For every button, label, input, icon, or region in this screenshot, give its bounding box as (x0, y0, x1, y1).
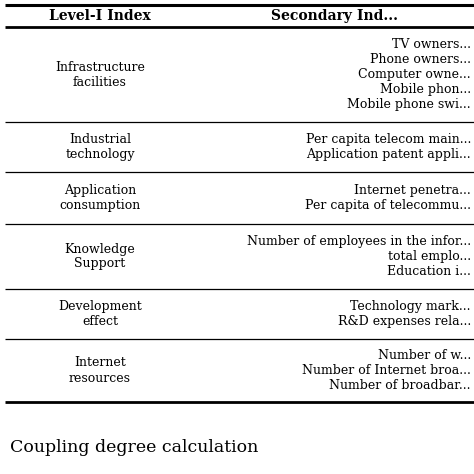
Text: Application
consumption: Application consumption (59, 184, 141, 212)
Text: Knowledge
Support: Knowledge Support (64, 243, 136, 271)
Text: Number of employees in the infor...
total emplo...
Education i...: Number of employees in the infor... tota… (247, 235, 471, 278)
Text: Development
effect: Development effect (58, 300, 142, 328)
Text: Number of w...
Number of Internet broa...
Number of broadbar...: Number of w... Number of Internet broa..… (302, 349, 471, 392)
Text: Per capita telecom main...
Application patent appli...: Per capita telecom main... Application p… (306, 133, 471, 161)
Text: Coupling degree calculation: Coupling degree calculation (10, 438, 258, 456)
Text: Internet
resources: Internet resources (69, 356, 131, 384)
Text: Internet penetra...
Per capita of telecommu...: Internet penetra... Per capita of teleco… (305, 184, 471, 212)
Text: TV owners...
Phone owners...
Computer owne...
Mobile phon...
Mobile phone swi...: TV owners... Phone owners... Computer ow… (347, 38, 471, 111)
Text: Technology mark...
R&D expenses rela...: Technology mark... R&D expenses rela... (338, 300, 471, 328)
Text: Level-I Index: Level-I Index (49, 9, 151, 23)
Text: Industrial
technology: Industrial technology (65, 133, 135, 161)
Text: Secondary Ind...: Secondary Ind... (271, 9, 398, 23)
Text: Infrastructure
facilities: Infrastructure facilities (55, 61, 145, 89)
